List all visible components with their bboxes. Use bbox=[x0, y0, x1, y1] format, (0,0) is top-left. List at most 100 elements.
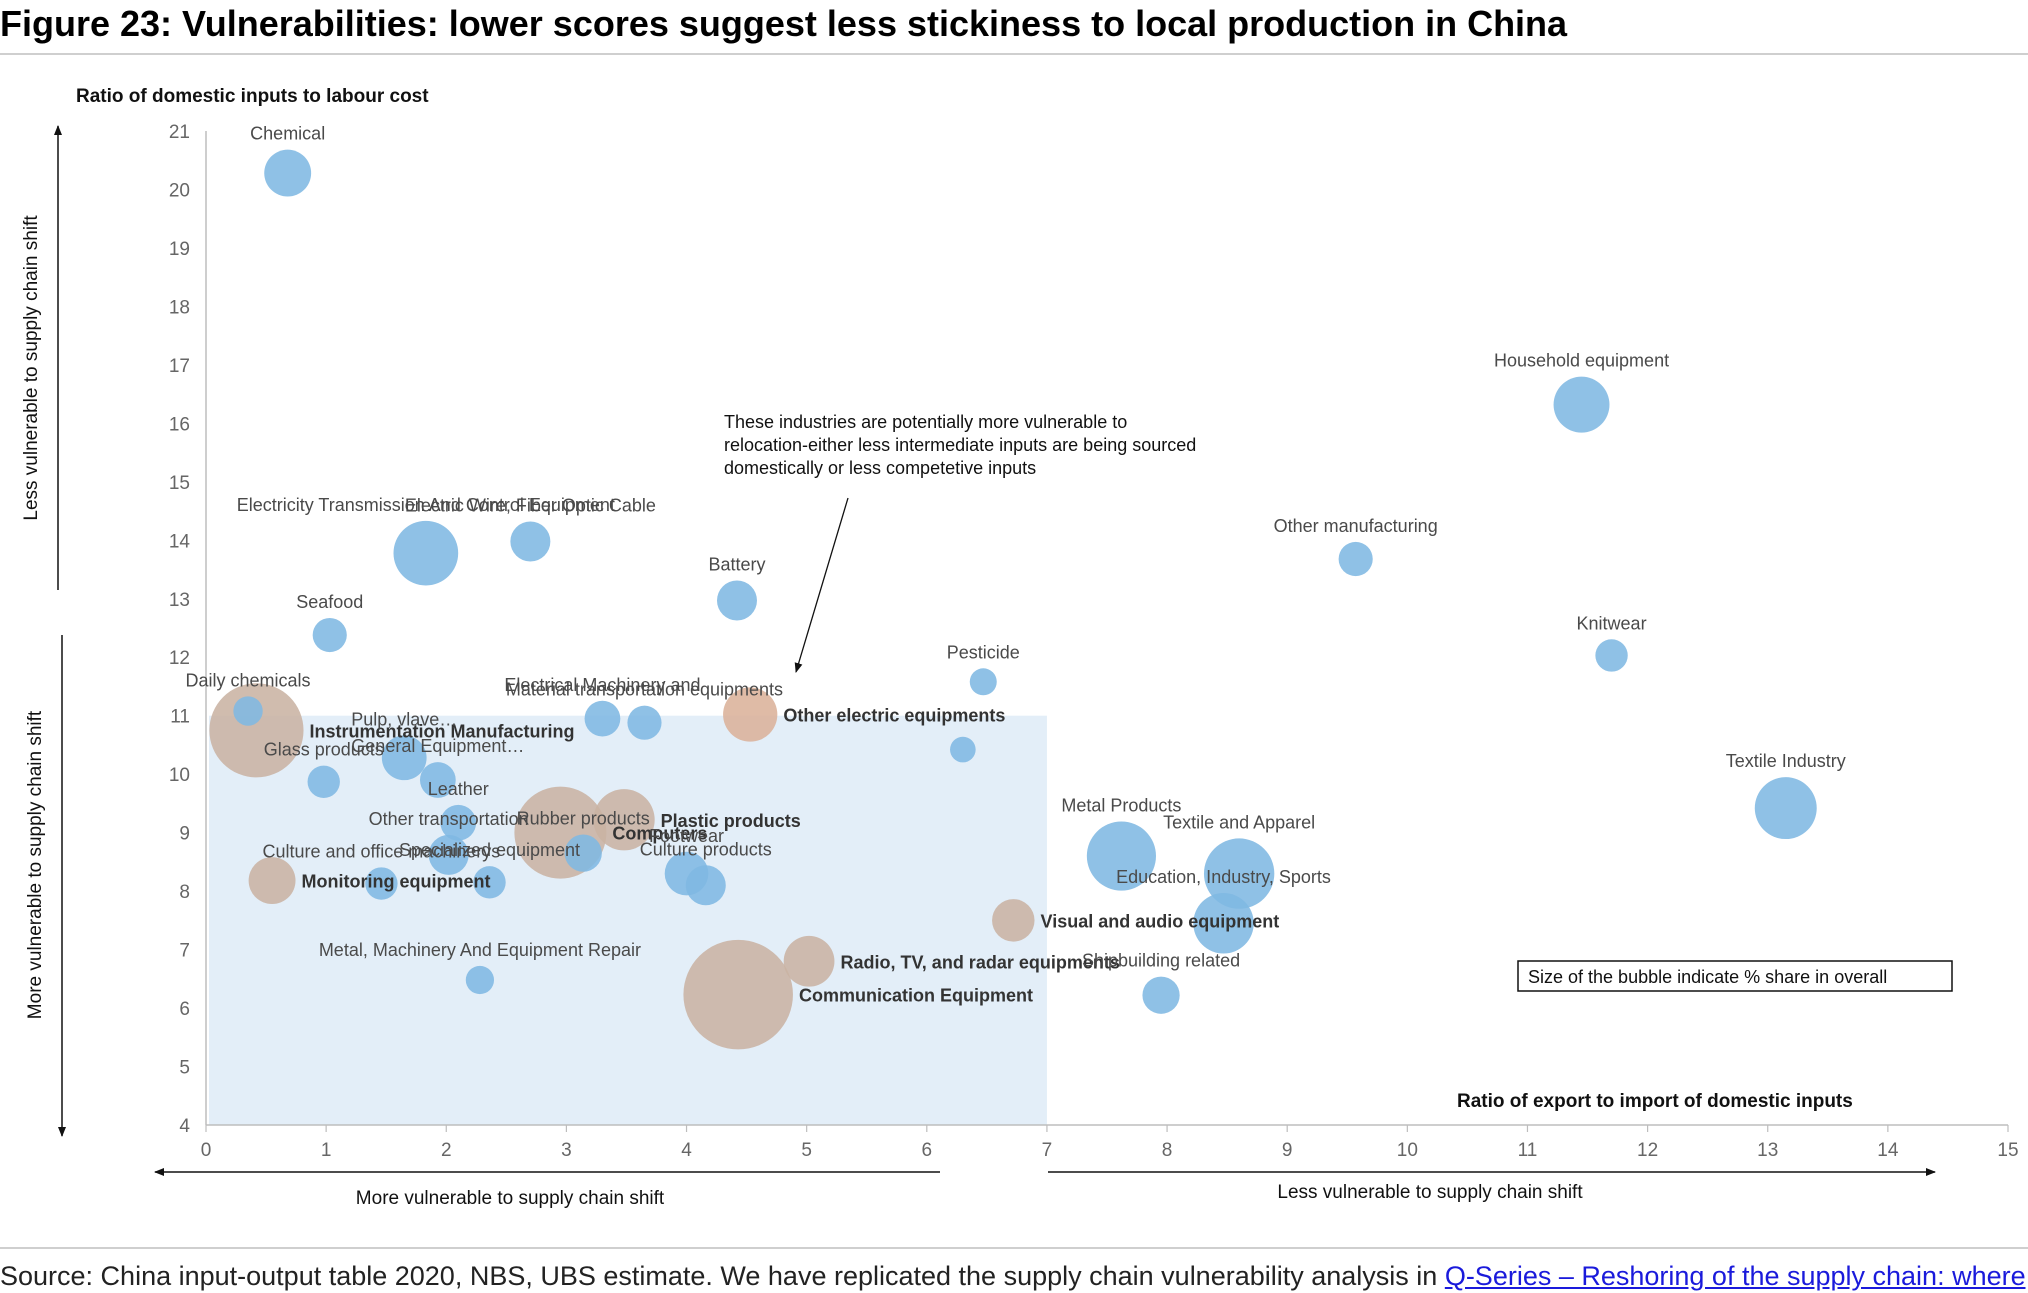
bubble-label: Shipbuilding related bbox=[1082, 951, 1240, 971]
bubble-label: Material transportation equipments bbox=[506, 680, 783, 700]
source-divider bbox=[0, 1247, 2028, 1249]
bubble-note-box bbox=[1517, 960, 1953, 992]
bubble-point bbox=[248, 857, 296, 905]
x-right-side-label: Less vulnerable to supply chain shift bbox=[1277, 1182, 1583, 1203]
y-axis-title: Ratio of domestic inputs to labour cost bbox=[76, 86, 429, 107]
x-tick-label: 13 bbox=[1757, 1140, 1778, 1161]
y-tick-label: 6 bbox=[179, 999, 190, 1020]
bubble-point bbox=[440, 804, 477, 841]
title-divider bbox=[0, 53, 2028, 55]
bubble-point bbox=[1086, 821, 1156, 891]
bubble-point bbox=[264, 149, 312, 197]
y-tick-label: 16 bbox=[169, 414, 190, 435]
bubble-point bbox=[1338, 541, 1373, 577]
annotation-line-1: These industries are potentially more vu… bbox=[724, 412, 1127, 432]
bubble-point bbox=[683, 939, 793, 1050]
y-tick-label: 11 bbox=[170, 707, 190, 728]
bubble-chart: 0 1 2 3 4 5 6 7 8 9 10 11 12 13 14 15456789101112131415… bbox=[21, 86, 2019, 1209]
y-lower-side-label: More vulnerable to supply chain shift bbox=[25, 710, 46, 1019]
x-tick-label: 8 bbox=[1162, 1140, 1173, 1161]
bubble-point bbox=[584, 700, 621, 737]
bubble-point bbox=[393, 520, 459, 586]
x-tick-label: 15 bbox=[1997, 1140, 2018, 1161]
bubble-point bbox=[564, 834, 602, 872]
bubble-point bbox=[1754, 777, 1817, 840]
annotation-arrow bbox=[794, 497, 849, 673]
bubble-point bbox=[1203, 838, 1275, 909]
y-upper-side-label: Less vulnerable to supply chain shift bbox=[21, 215, 42, 521]
bubble-label: Battery bbox=[708, 555, 765, 575]
x-tick-label: 0 bbox=[201, 1140, 212, 1161]
y-tick-label: 20 bbox=[169, 180, 190, 201]
bubble-label: Daily chemicals bbox=[186, 670, 311, 690]
x-tick-label: 4 bbox=[681, 1140, 692, 1161]
bubble-label: Plastic products bbox=[661, 811, 801, 831]
bubble-label: Other electric equipments bbox=[783, 706, 1005, 726]
annotation-line-3: domestically or less competetive inputs bbox=[724, 458, 1036, 478]
y-tick-label: 13 bbox=[169, 590, 190, 611]
bubble-point bbox=[209, 683, 304, 778]
bubble-point bbox=[465, 965, 495, 995]
y-tick-label: 18 bbox=[169, 297, 190, 318]
bubble-point bbox=[593, 789, 655, 851]
bubble-point bbox=[419, 762, 456, 798]
x-axis-title: Ratio of export to import of domestic in… bbox=[1457, 1091, 1853, 1112]
bubble-point bbox=[1193, 893, 1254, 954]
bubble-label: Electric Wire, Fiber Optic Cable bbox=[405, 495, 656, 515]
x-tick-label: 1 bbox=[321, 1140, 332, 1161]
bubble-label: General Equipment… bbox=[351, 736, 524, 756]
bubble-label: Leather bbox=[428, 779, 489, 799]
y-tick-label: 21 bbox=[169, 122, 190, 143]
bubble-label: Instrumentation Manufacturing bbox=[310, 721, 575, 741]
bubble-note-text: Size of the bubble indicate % share in o… bbox=[1528, 967, 1887, 987]
bubble-point bbox=[365, 867, 398, 900]
bubble-point bbox=[381, 735, 427, 781]
annotation-line-2: relocation-either less intermediate inpu… bbox=[724, 435, 1196, 455]
bubble-label: Pesticide bbox=[947, 642, 1020, 662]
axes-layer: 0 1 2 3 4 5 6 7 8 9 10 11 12 13 14 15456789101112131415… bbox=[169, 122, 2019, 1161]
y-tick-label: 8 bbox=[179, 882, 190, 903]
bubble-label: Chemical bbox=[250, 124, 325, 144]
bubble-point bbox=[1595, 639, 1628, 672]
bubble-label: Monitoring equipment bbox=[302, 872, 491, 892]
bubble-label: Footwear bbox=[649, 826, 724, 846]
bubble-point bbox=[969, 668, 997, 696]
bubble-point bbox=[950, 736, 976, 763]
bubble-label: Culture products bbox=[640, 839, 772, 859]
bubble-point bbox=[233, 696, 263, 726]
y-tick-label: 15 bbox=[169, 473, 190, 494]
bubble-label: Household equipment bbox=[1494, 351, 1669, 371]
y-tick-label: 17 bbox=[169, 356, 190, 377]
bubble-label: Pulp, vlave… bbox=[351, 709, 457, 729]
bubble-label: Communication Equipment bbox=[799, 986, 1033, 1006]
bubble-point bbox=[685, 865, 726, 906]
shaded-region-layer bbox=[209, 715, 1047, 1125]
bubble-label: Computers bbox=[612, 824, 707, 844]
x-tick-label: 5 bbox=[801, 1140, 812, 1161]
x-tick-label: 11 bbox=[1518, 1140, 1538, 1161]
x-tick-label: 10 bbox=[1397, 1140, 1418, 1161]
figure-title: Figure 23: Vulnerabilities: lower scores… bbox=[0, 3, 1568, 44]
y-tick-label: 9 bbox=[179, 824, 190, 845]
bubble-point bbox=[1553, 376, 1610, 433]
bubble-label: Glass products bbox=[264, 740, 384, 760]
source-note: Source: China input-output table 2020, N… bbox=[0, 1259, 2028, 1293]
bubble-point bbox=[428, 834, 469, 875]
bubble-label: Education, Industry, Sports bbox=[1116, 867, 1331, 887]
bubble-point bbox=[992, 899, 1035, 942]
bubble-label: Radio, TV, and radar equipments bbox=[840, 952, 1119, 972]
x-tick-label: 14 bbox=[1877, 1140, 1899, 1161]
bubble-label: Electricity Transmission And Control Equ… bbox=[237, 495, 615, 515]
bubble-label: Rubber products bbox=[517, 808, 650, 828]
y-tick-label: 19 bbox=[169, 239, 190, 260]
bubble-label: Metal, Machinery And Equipment Repair bbox=[319, 940, 641, 960]
source-link[interactable]: Q-Series – Reshoring of the supply chain… bbox=[1444, 1261, 2028, 1291]
y-tick-label: 10 bbox=[169, 765, 190, 786]
x-tick-label: 6 bbox=[922, 1140, 933, 1161]
x-tick-label: 3 bbox=[561, 1140, 572, 1161]
bubble-label: Knitwear bbox=[1577, 613, 1647, 633]
bubble-point bbox=[1142, 976, 1180, 1014]
bubble-label: Metal Products bbox=[1061, 795, 1181, 815]
bubble-label: Seafood bbox=[296, 592, 363, 612]
bubble-point bbox=[473, 866, 506, 899]
